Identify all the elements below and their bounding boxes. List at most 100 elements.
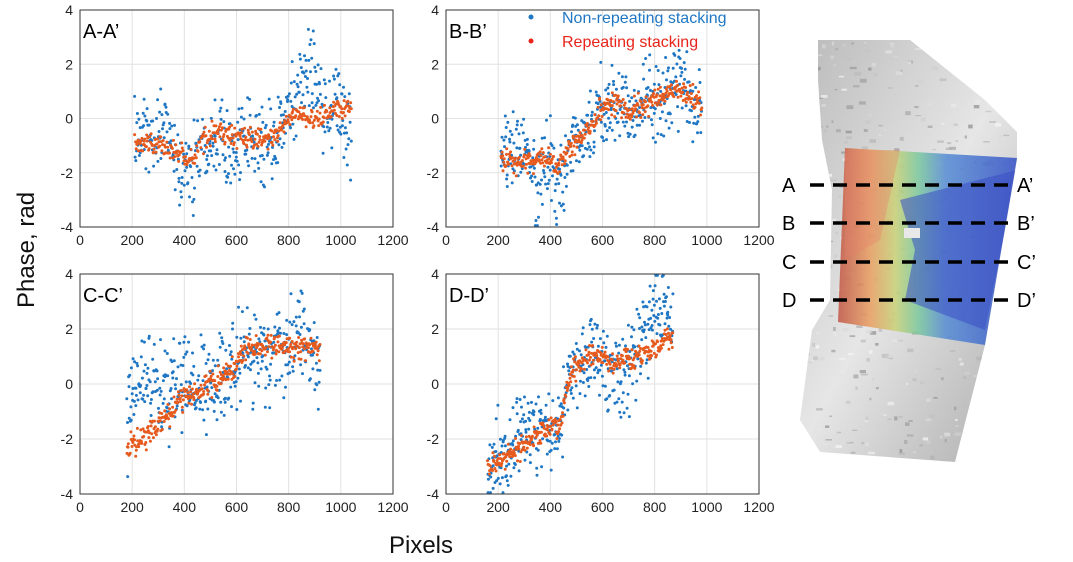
series-repeating (499, 79, 704, 178)
point-repeating (191, 392, 195, 396)
point-non-repeating (525, 143, 529, 146)
point-non-repeating (529, 165, 533, 169)
point-repeating (258, 347, 262, 351)
point-non-repeating (218, 109, 222, 113)
point-repeating (642, 106, 646, 110)
point-non-repeating (142, 369, 146, 373)
point-repeating (255, 132, 259, 136)
point-non-repeating (286, 363, 290, 367)
point-non-repeating (267, 97, 271, 101)
point-repeating (512, 449, 516, 452)
point-non-repeating (176, 365, 180, 369)
point-non-repeating (316, 407, 320, 411)
point-non-repeating (191, 373, 195, 377)
point-repeating (673, 87, 677, 91)
point-non-repeating (685, 120, 689, 123)
point-non-repeating (276, 161, 280, 165)
terrain-speckle (812, 342, 815, 347)
terrain-speckle (866, 358, 870, 362)
point-non-repeating (573, 116, 577, 120)
point-repeating (216, 364, 220, 368)
point-repeating (217, 128, 220, 131)
terrain-speckle (1014, 312, 1017, 314)
point-non-repeating (142, 124, 146, 128)
point-repeating (526, 171, 530, 175)
point-non-repeating (253, 381, 257, 385)
point-non-repeating (636, 357, 640, 361)
point-non-repeating (227, 145, 231, 149)
point-non-repeating (566, 362, 569, 366)
terrain-speckle (803, 286, 806, 290)
point-non-repeating (318, 368, 322, 372)
point-non-repeating (582, 154, 586, 158)
point-non-repeating (321, 151, 325, 155)
terrain-speckle (907, 434, 914, 437)
point-non-repeating (606, 92, 610, 96)
point-repeating (134, 454, 138, 458)
point-repeating (258, 138, 262, 142)
terrain-speckle (818, 266, 825, 269)
terrain-speckle (919, 444, 923, 447)
point-non-repeating (252, 359, 256, 363)
point-non-repeating (172, 359, 176, 363)
point-repeating (491, 451, 495, 455)
x-tick-label: 800 (643, 499, 667, 515)
point-non-repeating (535, 466, 539, 470)
point-repeating (522, 445, 526, 449)
point-non-repeating (575, 123, 579, 127)
point-non-repeating (608, 394, 612, 397)
point-non-repeating (346, 143, 350, 147)
point-non-repeating (231, 327, 234, 331)
point-non-repeating (658, 306, 662, 310)
terrain-speckle (935, 368, 941, 370)
point-non-repeating (545, 452, 549, 456)
point-repeating (291, 107, 295, 111)
point-repeating (536, 152, 540, 156)
point-non-repeating (218, 331, 222, 335)
point-non-repeating (307, 58, 311, 62)
point-repeating (691, 82, 695, 86)
point-non-repeating (683, 67, 687, 71)
point-repeating (160, 428, 164, 431)
y-tick-label: 2 (431, 56, 439, 72)
point-repeating (613, 115, 617, 119)
x-tick-label: 600 (225, 499, 249, 515)
point-non-repeating (612, 388, 616, 392)
point-non-repeating (646, 86, 650, 89)
point-repeating (309, 115, 313, 119)
point-repeating (194, 156, 198, 160)
point-non-repeating (620, 75, 624, 79)
point-non-repeating (596, 323, 599, 327)
terrain-speckle (828, 315, 833, 317)
point-repeating (561, 411, 564, 415)
point-non-repeating (345, 131, 349, 135)
point-repeating (689, 100, 693, 104)
point-repeating (177, 393, 181, 397)
axes-frame (445, 273, 760, 495)
point-non-repeating (648, 284, 652, 288)
terrain-speckle (853, 85, 860, 88)
point-non-repeating (315, 336, 319, 339)
point-repeating (312, 124, 316, 128)
terrain-speckle (878, 328, 883, 332)
point-repeating (663, 96, 666, 100)
point-non-repeating (349, 139, 353, 143)
terrain-speckle (949, 350, 956, 352)
point-repeating (547, 157, 551, 161)
terrain-speckle (848, 353, 854, 356)
point-non-repeating (633, 133, 637, 137)
point-non-repeating (631, 382, 635, 386)
profile-d-start: D (782, 290, 796, 312)
point-non-repeating (543, 175, 547, 179)
point-non-repeating (621, 391, 625, 395)
point-non-repeating (273, 325, 277, 329)
point-non-repeating (530, 400, 533, 404)
point-repeating (230, 355, 234, 359)
point-repeating (265, 336, 269, 340)
point-repeating (323, 103, 326, 107)
point-non-repeating (129, 418, 133, 422)
point-repeating (656, 87, 660, 91)
point-non-repeating (592, 337, 596, 340)
point-non-repeating (270, 177, 274, 181)
terrain-speckle (816, 331, 821, 335)
